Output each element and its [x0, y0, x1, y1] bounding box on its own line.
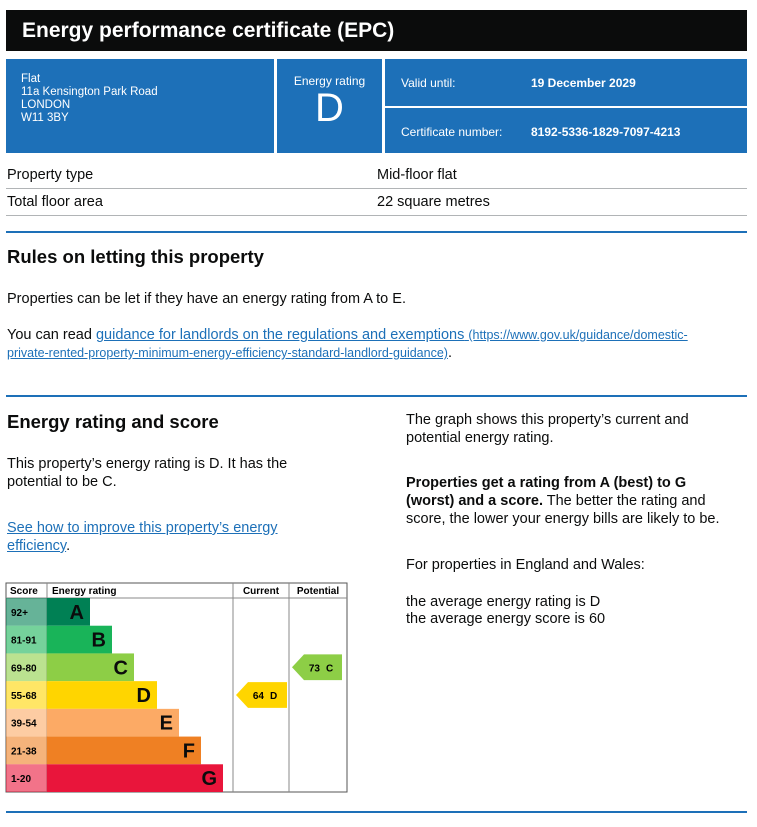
graph-note: The graph shows this property’s current …	[406, 412, 689, 446]
guidance-suffix: .	[447, 345, 452, 361]
letting-text: Properties can be let if they have an en…	[7, 291, 406, 307]
score-cell	[6, 736, 47, 765]
row-divider	[6, 188, 747, 189]
current-arrow	[236, 682, 287, 708]
address: Flat 11a Kensington Park Road LONDON W11…	[21, 73, 158, 125]
column-header: Score	[10, 586, 38, 597]
rating-bar	[47, 598, 90, 626]
certificate-value: 8192-5336-1829-7097-4213	[531, 125, 681, 139]
column-header: Energy rating	[52, 586, 116, 597]
section-heading: Rules on letting this property	[7, 246, 264, 267]
region-text: For properties in England and Wales:	[406, 557, 645, 573]
address-box: Flat 11a Kensington Park Road LONDON W11…	[6, 59, 274, 153]
average-score: the average energy score is 60	[406, 611, 606, 627]
improve-suffix: .	[66, 538, 71, 554]
score-label: 1-20	[11, 774, 31, 785]
improve: See how to improve this property’s energ…	[7, 519, 297, 555]
property-label: Total floor area	[7, 194, 103, 210]
bold-text: Properties get a rating from A (best) to…	[406, 475, 687, 509]
certificate-label: Certificate number:	[401, 125, 503, 139]
valid-value: 19 December 2029	[531, 76, 636, 90]
rating-explainer: Properties get a rating from A (best) to…	[406, 474, 736, 528]
score-label: 92+	[11, 608, 28, 619]
rating-bar	[47, 708, 179, 737]
rating-bar	[47, 625, 112, 654]
score-cell	[6, 708, 47, 737]
epc-graph: Score Energy rating Current Potential 92+ A 81…	[5, 582, 348, 793]
potential-letter: C	[326, 663, 333, 674]
guidance-link[interactable]: guidance for landlords on the regulation…	[7, 327, 688, 361]
link-url[interactable]: (https://www.gov.uk/guidance/domestic-pr…	[7, 328, 688, 360]
score-label: 55-68	[11, 691, 37, 702]
header-title: Energy performance certificate (EPC)	[22, 19, 395, 42]
property-value: 22 square metres	[377, 194, 490, 210]
property-value: Mid-floor flat	[377, 167, 457, 183]
rating-letter: G	[201, 768, 217, 790]
guidance-text: You can read guidance for landlords on t…	[7, 326, 727, 362]
address-line: 11a Kensington Park Road	[21, 86, 158, 98]
section-heading: Energy rating and score	[7, 411, 219, 432]
rating-letter: D	[137, 685, 151, 707]
section-rule	[6, 811, 747, 813]
rating-value: D	[315, 86, 344, 130]
rest-text: The better the rating and score, the low…	[406, 493, 720, 527]
rating-letter: E	[160, 713, 173, 735]
certificate-box: Certificate number: 8192-5336-1829-7097-…	[385, 108, 747, 153]
rating-text: This property’s energy rating is D. It h…	[7, 456, 288, 490]
score-label: 69-80	[11, 663, 37, 674]
score-cell	[6, 598, 47, 626]
rating-bar	[47, 764, 223, 792]
address-line: LONDON	[21, 99, 71, 111]
score-cell	[6, 653, 47, 682]
rating-letter: C	[114, 657, 128, 679]
score-label: 21-38	[11, 746, 37, 757]
potential-arrow	[292, 654, 342, 681]
rating-bar	[47, 653, 134, 682]
rating-bar	[47, 681, 157, 709]
valid-label: Valid until:	[401, 76, 456, 90]
score-cell	[6, 681, 47, 709]
column-header: Potential	[297, 586, 339, 597]
score-label: 39-54	[11, 719, 37, 730]
rating-box: Energy rating D	[277, 59, 382, 153]
rating-letter: F	[183, 740, 195, 762]
potential-score: 73	[309, 663, 321, 674]
section-rule	[6, 395, 747, 397]
guidance-prefix: You can read	[7, 327, 96, 343]
address-line: Flat	[21, 73, 41, 85]
address-line: W11 3BY	[21, 112, 69, 124]
header-bar: Energy performance certificate (EPC)	[6, 10, 747, 51]
valid-box: Valid until: 19 December 2029	[385, 59, 747, 106]
current-score: 64	[253, 691, 265, 702]
column-header: Current	[243, 586, 280, 597]
link-text[interactable]: guidance for landlords on the regulation…	[95, 327, 465, 343]
row-divider	[6, 215, 747, 216]
score-cell	[6, 764, 47, 792]
rating-bar	[47, 736, 201, 765]
rating-letter: B	[92, 630, 106, 652]
section-rule	[6, 231, 747, 233]
score-label: 81-91	[11, 636, 37, 647]
improve-link[interactable]: See how to improve this property’s energ…	[7, 520, 278, 554]
current-letter: D	[270, 691, 277, 702]
average-rating: the average energy rating is D	[406, 594, 601, 610]
rating-label: Energy rating	[293, 74, 366, 88]
rating-letter: A	[70, 602, 84, 624]
score-cell	[6, 625, 47, 654]
property-label: Property type	[7, 167, 94, 183]
